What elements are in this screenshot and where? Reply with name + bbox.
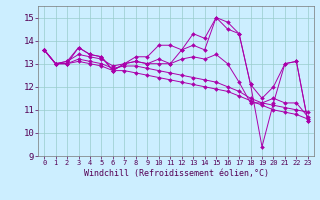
X-axis label: Windchill (Refroidissement éolien,°C): Windchill (Refroidissement éolien,°C)	[84, 169, 268, 178]
